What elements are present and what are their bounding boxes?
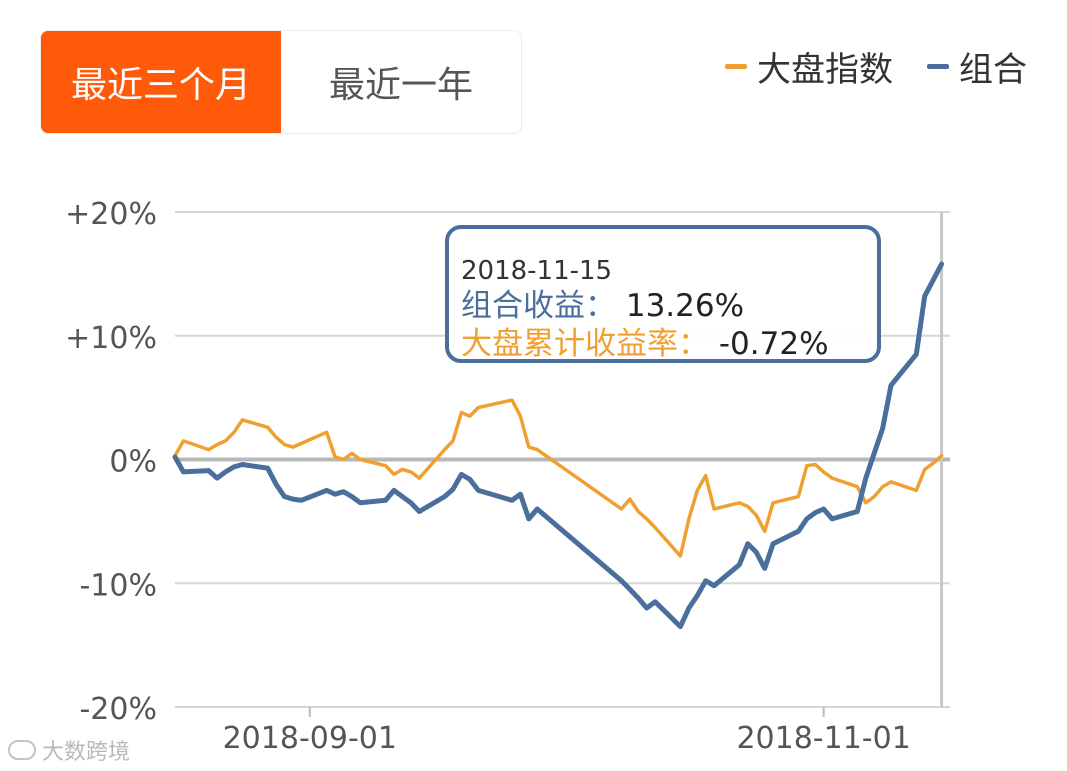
watermark: 大数跨境 <box>8 734 130 766</box>
y-tick-label: +20% <box>65 197 157 232</box>
y-tick-label: +10% <box>65 321 157 356</box>
period-tabs: 最近三个月 最近一年 <box>40 30 522 134</box>
watermark-logo-icon <box>8 740 36 760</box>
tooltip-date: 2018-11-15 <box>461 256 613 286</box>
tab-last-three-months[interactable]: 最近三个月 <box>41 31 281 133</box>
tooltip-index-row: 大盘累计收益率： -0.72% <box>461 325 877 363</box>
y-tick-label: 0% <box>109 445 157 480</box>
legend-label-portfolio: 组合 <box>959 50 1027 90</box>
tab-last-year[interactable]: 最近一年 <box>328 65 473 106</box>
chart-legend: 大盘指数 组合 <box>691 42 1027 91</box>
series-line-index[interactable] <box>173 398 944 558</box>
tooltip-portfolio-row: 组合收益： 13.26% <box>461 287 877 325</box>
x-tick-label: 2018-09-01 <box>223 721 397 756</box>
tooltip-index-label: 大盘累计收益率： <box>461 326 709 362</box>
legend-swatch-portfolio <box>927 64 949 69</box>
y-tick-label: -20% <box>79 692 157 727</box>
series-line-portfolio[interactable] <box>172 261 945 630</box>
watermark-text: 大数跨境 <box>42 740 131 765</box>
legend-item-index[interactable]: 大盘指数 <box>725 42 893 91</box>
y-tick-label: -10% <box>79 568 157 603</box>
tooltip-portfolio-value: 13.26% <box>625 288 745 324</box>
chart-tooltip: 2018-11-15 组合收益： 13.26% 大盘累计收益率： -0.72% <box>445 225 881 363</box>
legend-item-portfolio[interactable]: 组合 <box>927 42 1027 91</box>
x-tick-label: 2018-11-01 <box>736 721 910 756</box>
tooltip-index-value: -0.72% <box>718 326 829 362</box>
legend-label-index: 大盘指数 <box>757 50 893 90</box>
legend-swatch-index <box>725 64 747 69</box>
tooltip-portfolio-label: 组合收益： <box>461 288 616 324</box>
